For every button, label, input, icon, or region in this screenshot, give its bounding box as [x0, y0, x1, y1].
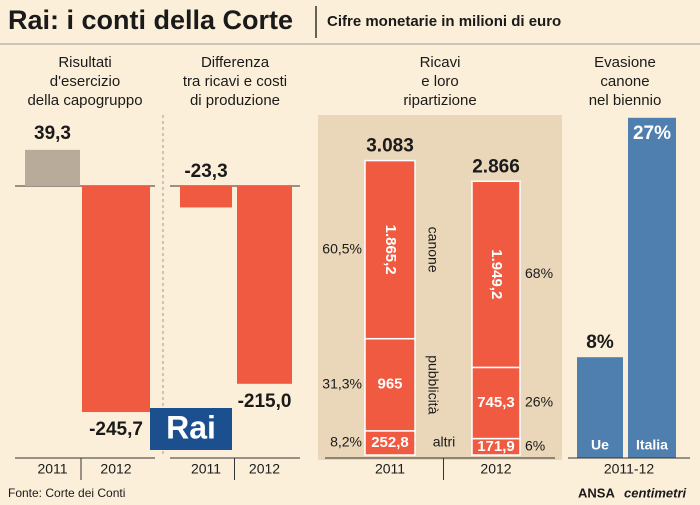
source: Fonte: Corte dei Conti: [8, 486, 125, 500]
category-label: Italia: [636, 437, 668, 453]
bar: [628, 117, 676, 459]
segment-label: 745,3: [477, 394, 515, 411]
segment-label: 1.949,2: [488, 249, 505, 299]
series-name: canone: [425, 227, 441, 273]
value-label: 27%: [633, 123, 671, 144]
panel-title: canone: [600, 73, 649, 90]
bar: [577, 357, 623, 458]
share-label: 31,3%: [322, 375, 362, 391]
share-label: 6%: [525, 437, 545, 453]
value-label: 8%: [586, 332, 614, 353]
segment-label: 1.865,2: [382, 225, 399, 275]
value-label: -23,3: [184, 161, 227, 182]
x-tick-label: 2011: [37, 461, 67, 477]
credit: ANSA: [578, 485, 615, 500]
value-label: 39,3: [34, 123, 71, 144]
share-label: 68%: [525, 265, 553, 281]
series-name: pubblicità: [425, 355, 441, 414]
category-label: Ue: [591, 437, 609, 453]
x-tick-label: 2012: [100, 461, 131, 477]
rai-logo: [150, 408, 232, 450]
share-label: 8,2%: [330, 434, 362, 450]
rai-logo-text: Rai: [166, 409, 216, 445]
x-tick-label: 2011: [375, 461, 405, 477]
bar: [180, 186, 232, 208]
panel-title: e loro: [421, 73, 459, 90]
panel-title: Risultati: [58, 54, 111, 71]
panel-title: Ricavi: [420, 54, 461, 71]
total-label: 2.866: [472, 156, 520, 177]
bar: [82, 186, 150, 413]
bar: [25, 149, 80, 186]
panel-title: nel biennio: [589, 92, 662, 109]
bar-segment: [364, 159, 416, 340]
panel-title: d'esercizio: [50, 73, 120, 90]
bar: [237, 186, 292, 384]
x-tick-label: 2012: [249, 461, 280, 477]
share-label: 26%: [525, 394, 553, 410]
credit-brand: centimetri: [624, 485, 687, 500]
x-axis-label: 2011-12: [604, 461, 655, 477]
segment-label: 965: [377, 376, 402, 393]
value-label: -245,7: [89, 419, 143, 440]
segment-label: 252,8: [371, 434, 409, 451]
panel-title: tra ricavi e costi: [183, 73, 287, 90]
page-subtitle: Cifre monetarie in milioni di euro: [327, 13, 561, 30]
segment-label: 171,9: [477, 438, 515, 455]
panel-background: [318, 115, 562, 460]
value-label: -215,0: [238, 391, 292, 412]
page-title: Rai: i conti della Corte: [8, 5, 293, 35]
total-label: 3.083: [366, 136, 414, 157]
panel-title: di produzione: [190, 92, 280, 109]
x-tick-label: 2012: [480, 461, 511, 477]
x-tick-label: 2011: [191, 461, 221, 477]
bar-segment: [471, 180, 521, 369]
panel-title: ripartizione: [403, 92, 476, 109]
panel-title: Differenza: [201, 54, 270, 71]
series-name: altri: [433, 434, 456, 450]
share-label: 60,5%: [322, 240, 362, 256]
panel-title: Evasione: [594, 54, 656, 71]
panel-title: della capogruppo: [27, 92, 142, 109]
